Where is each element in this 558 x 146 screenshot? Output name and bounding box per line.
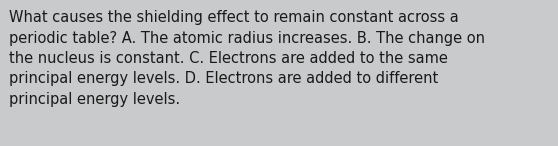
Text: What causes the shielding effect to remain constant across a
periodic table? A. : What causes the shielding effect to rema…	[9, 10, 485, 107]
